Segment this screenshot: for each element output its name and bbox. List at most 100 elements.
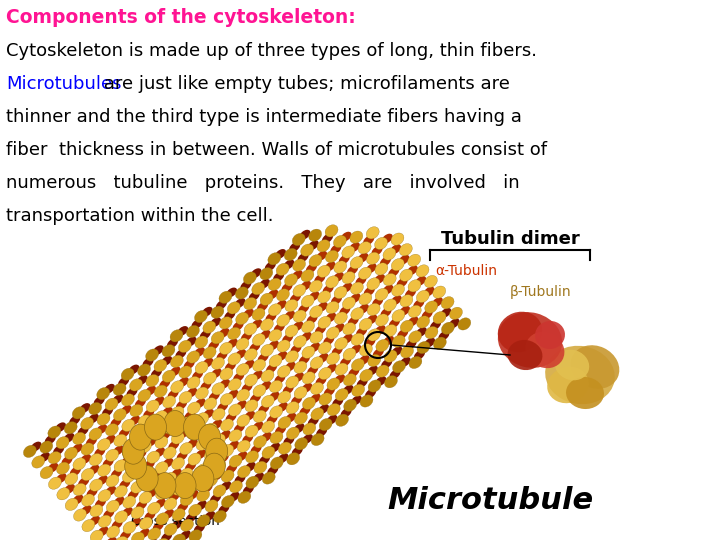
Ellipse shape (81, 494, 94, 506)
Ellipse shape (81, 505, 91, 515)
Ellipse shape (259, 279, 270, 289)
Ellipse shape (235, 400, 247, 410)
Ellipse shape (555, 350, 589, 380)
Ellipse shape (241, 332, 252, 341)
Ellipse shape (189, 530, 202, 540)
Ellipse shape (225, 413, 236, 422)
Text: Components of the cytoskeleton:: Components of the cytoskeleton: (6, 8, 356, 27)
Ellipse shape (243, 485, 254, 495)
Ellipse shape (30, 442, 42, 451)
Ellipse shape (217, 351, 228, 361)
Ellipse shape (392, 335, 405, 347)
Ellipse shape (73, 458, 86, 470)
Ellipse shape (423, 287, 434, 296)
Ellipse shape (400, 346, 413, 358)
Ellipse shape (127, 388, 138, 397)
Ellipse shape (98, 464, 111, 476)
Ellipse shape (193, 421, 204, 431)
Ellipse shape (458, 318, 471, 330)
Ellipse shape (392, 361, 405, 373)
Ellipse shape (367, 303, 380, 315)
Ellipse shape (287, 427, 300, 440)
Ellipse shape (400, 357, 410, 367)
Ellipse shape (440, 308, 451, 318)
Ellipse shape (130, 467, 140, 477)
Ellipse shape (262, 472, 275, 484)
Ellipse shape (131, 507, 144, 519)
Ellipse shape (72, 495, 84, 504)
Ellipse shape (204, 449, 217, 461)
Ellipse shape (326, 301, 339, 314)
Ellipse shape (115, 536, 128, 540)
Ellipse shape (122, 394, 135, 406)
Ellipse shape (260, 268, 273, 280)
Ellipse shape (277, 366, 290, 377)
Ellipse shape (258, 404, 269, 414)
Ellipse shape (276, 314, 289, 327)
Ellipse shape (78, 477, 89, 487)
Ellipse shape (114, 511, 127, 523)
Ellipse shape (359, 318, 372, 330)
Ellipse shape (56, 437, 69, 449)
Ellipse shape (301, 269, 314, 282)
Ellipse shape (301, 332, 312, 342)
Ellipse shape (374, 274, 385, 284)
Ellipse shape (384, 350, 397, 362)
Ellipse shape (73, 433, 86, 444)
Ellipse shape (279, 442, 292, 454)
Ellipse shape (325, 364, 337, 374)
Ellipse shape (325, 313, 336, 322)
Ellipse shape (408, 254, 420, 266)
Ellipse shape (390, 369, 400, 379)
Ellipse shape (265, 261, 276, 271)
Ellipse shape (310, 357, 323, 369)
Ellipse shape (120, 405, 132, 415)
Ellipse shape (430, 320, 441, 330)
Ellipse shape (383, 248, 396, 260)
Ellipse shape (145, 349, 158, 361)
Ellipse shape (301, 244, 314, 256)
Ellipse shape (253, 384, 266, 397)
Ellipse shape (382, 234, 392, 244)
Ellipse shape (307, 314, 318, 324)
Ellipse shape (324, 387, 335, 396)
Ellipse shape (205, 500, 218, 512)
Ellipse shape (73, 483, 86, 496)
Ellipse shape (164, 523, 177, 536)
Ellipse shape (180, 494, 193, 506)
Ellipse shape (138, 441, 151, 453)
Ellipse shape (250, 393, 261, 403)
Ellipse shape (94, 447, 105, 457)
Ellipse shape (449, 319, 459, 328)
Ellipse shape (123, 522, 136, 534)
Ellipse shape (315, 325, 326, 335)
Ellipse shape (235, 287, 248, 299)
Ellipse shape (188, 428, 201, 440)
Ellipse shape (228, 390, 238, 400)
Ellipse shape (273, 272, 284, 282)
Ellipse shape (336, 414, 348, 427)
Ellipse shape (318, 265, 330, 278)
Ellipse shape (138, 415, 151, 427)
Ellipse shape (311, 434, 324, 445)
Ellipse shape (328, 403, 340, 416)
Ellipse shape (152, 470, 163, 480)
Ellipse shape (203, 409, 214, 419)
Ellipse shape (400, 244, 413, 256)
Ellipse shape (95, 498, 106, 508)
Ellipse shape (417, 341, 430, 354)
Ellipse shape (252, 308, 265, 320)
Ellipse shape (179, 480, 190, 489)
Ellipse shape (235, 298, 246, 308)
Ellipse shape (195, 449, 206, 460)
Ellipse shape (248, 291, 260, 301)
Ellipse shape (245, 374, 258, 386)
Ellipse shape (48, 426, 60, 438)
Ellipse shape (342, 272, 355, 284)
Ellipse shape (309, 229, 322, 241)
Ellipse shape (186, 388, 197, 397)
Ellipse shape (292, 447, 302, 456)
Ellipse shape (161, 481, 171, 491)
Ellipse shape (341, 408, 351, 418)
Ellipse shape (269, 303, 282, 316)
